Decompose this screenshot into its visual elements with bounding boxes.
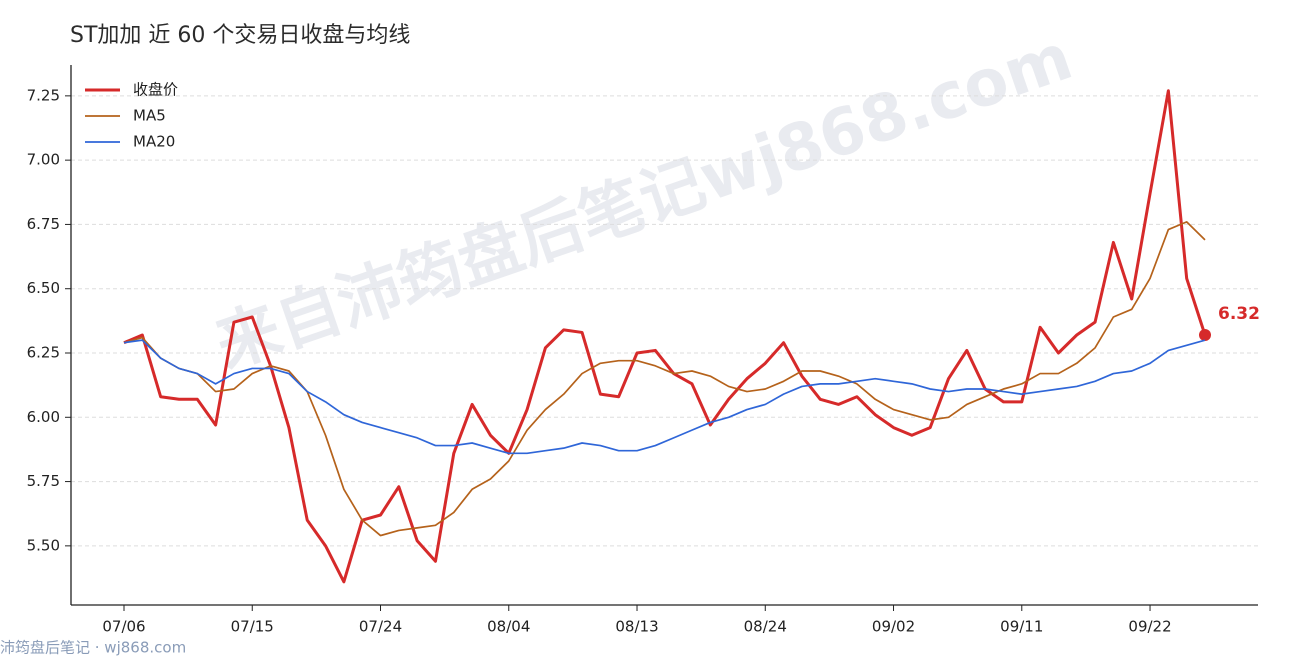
watermark: 来自沛筠盘后笔记wj868.com [207, 20, 1082, 383]
y-tick-label: 6.25 [27, 344, 60, 362]
x-tick-label: 09/22 [1128, 618, 1171, 636]
grid: 5.50 5.75 6.00 6.25 6.50 6.75 7.00 7.25 07/06 07/… [27, 86, 1258, 636]
y-tick-label: 6.75 [27, 215, 60, 233]
x-tick-label: 08/04 [487, 618, 530, 636]
legend-label: 收盘价 [133, 81, 178, 99]
series-line [123, 221, 1206, 537]
y-tick-label: 5.50 [27, 536, 60, 554]
y-tick-label: 5.75 [27, 472, 60, 490]
chart-title: ST加加 近 60 个交易日收盘与均线 [70, 23, 410, 48]
x-tick-label: 07/15 [231, 618, 274, 636]
y-tick-label: 7.25 [27, 86, 60, 104]
y-tick-label: 6.00 [27, 408, 60, 426]
x-tick-label: 08/24 [744, 618, 787, 636]
x-tick-label: 08/13 [615, 618, 658, 636]
series-line [123, 89, 1207, 584]
y-tick-label: 7.00 [27, 151, 60, 169]
series-line [123, 339, 1206, 455]
x-tick-label: 09/02 [872, 618, 915, 636]
value-label: 6.32 [1218, 304, 1260, 324]
footer: 沛筠盘后笔记 · wj868.com [0, 639, 186, 657]
end-point [1199, 329, 1211, 341]
x-tick-label: 07/24 [359, 618, 402, 636]
x-tick-label: 09/11 [1000, 618, 1043, 636]
x-tick-label: 07/06 [102, 618, 145, 636]
y-tick-label: 6.50 [27, 279, 60, 297]
plot: 6.32 [123, 89, 1260, 584]
legend-label: MA5 [133, 107, 166, 125]
legend-label: MA20 [133, 133, 175, 151]
legend: 收盘价 MA5 MA20 [85, 81, 178, 151]
